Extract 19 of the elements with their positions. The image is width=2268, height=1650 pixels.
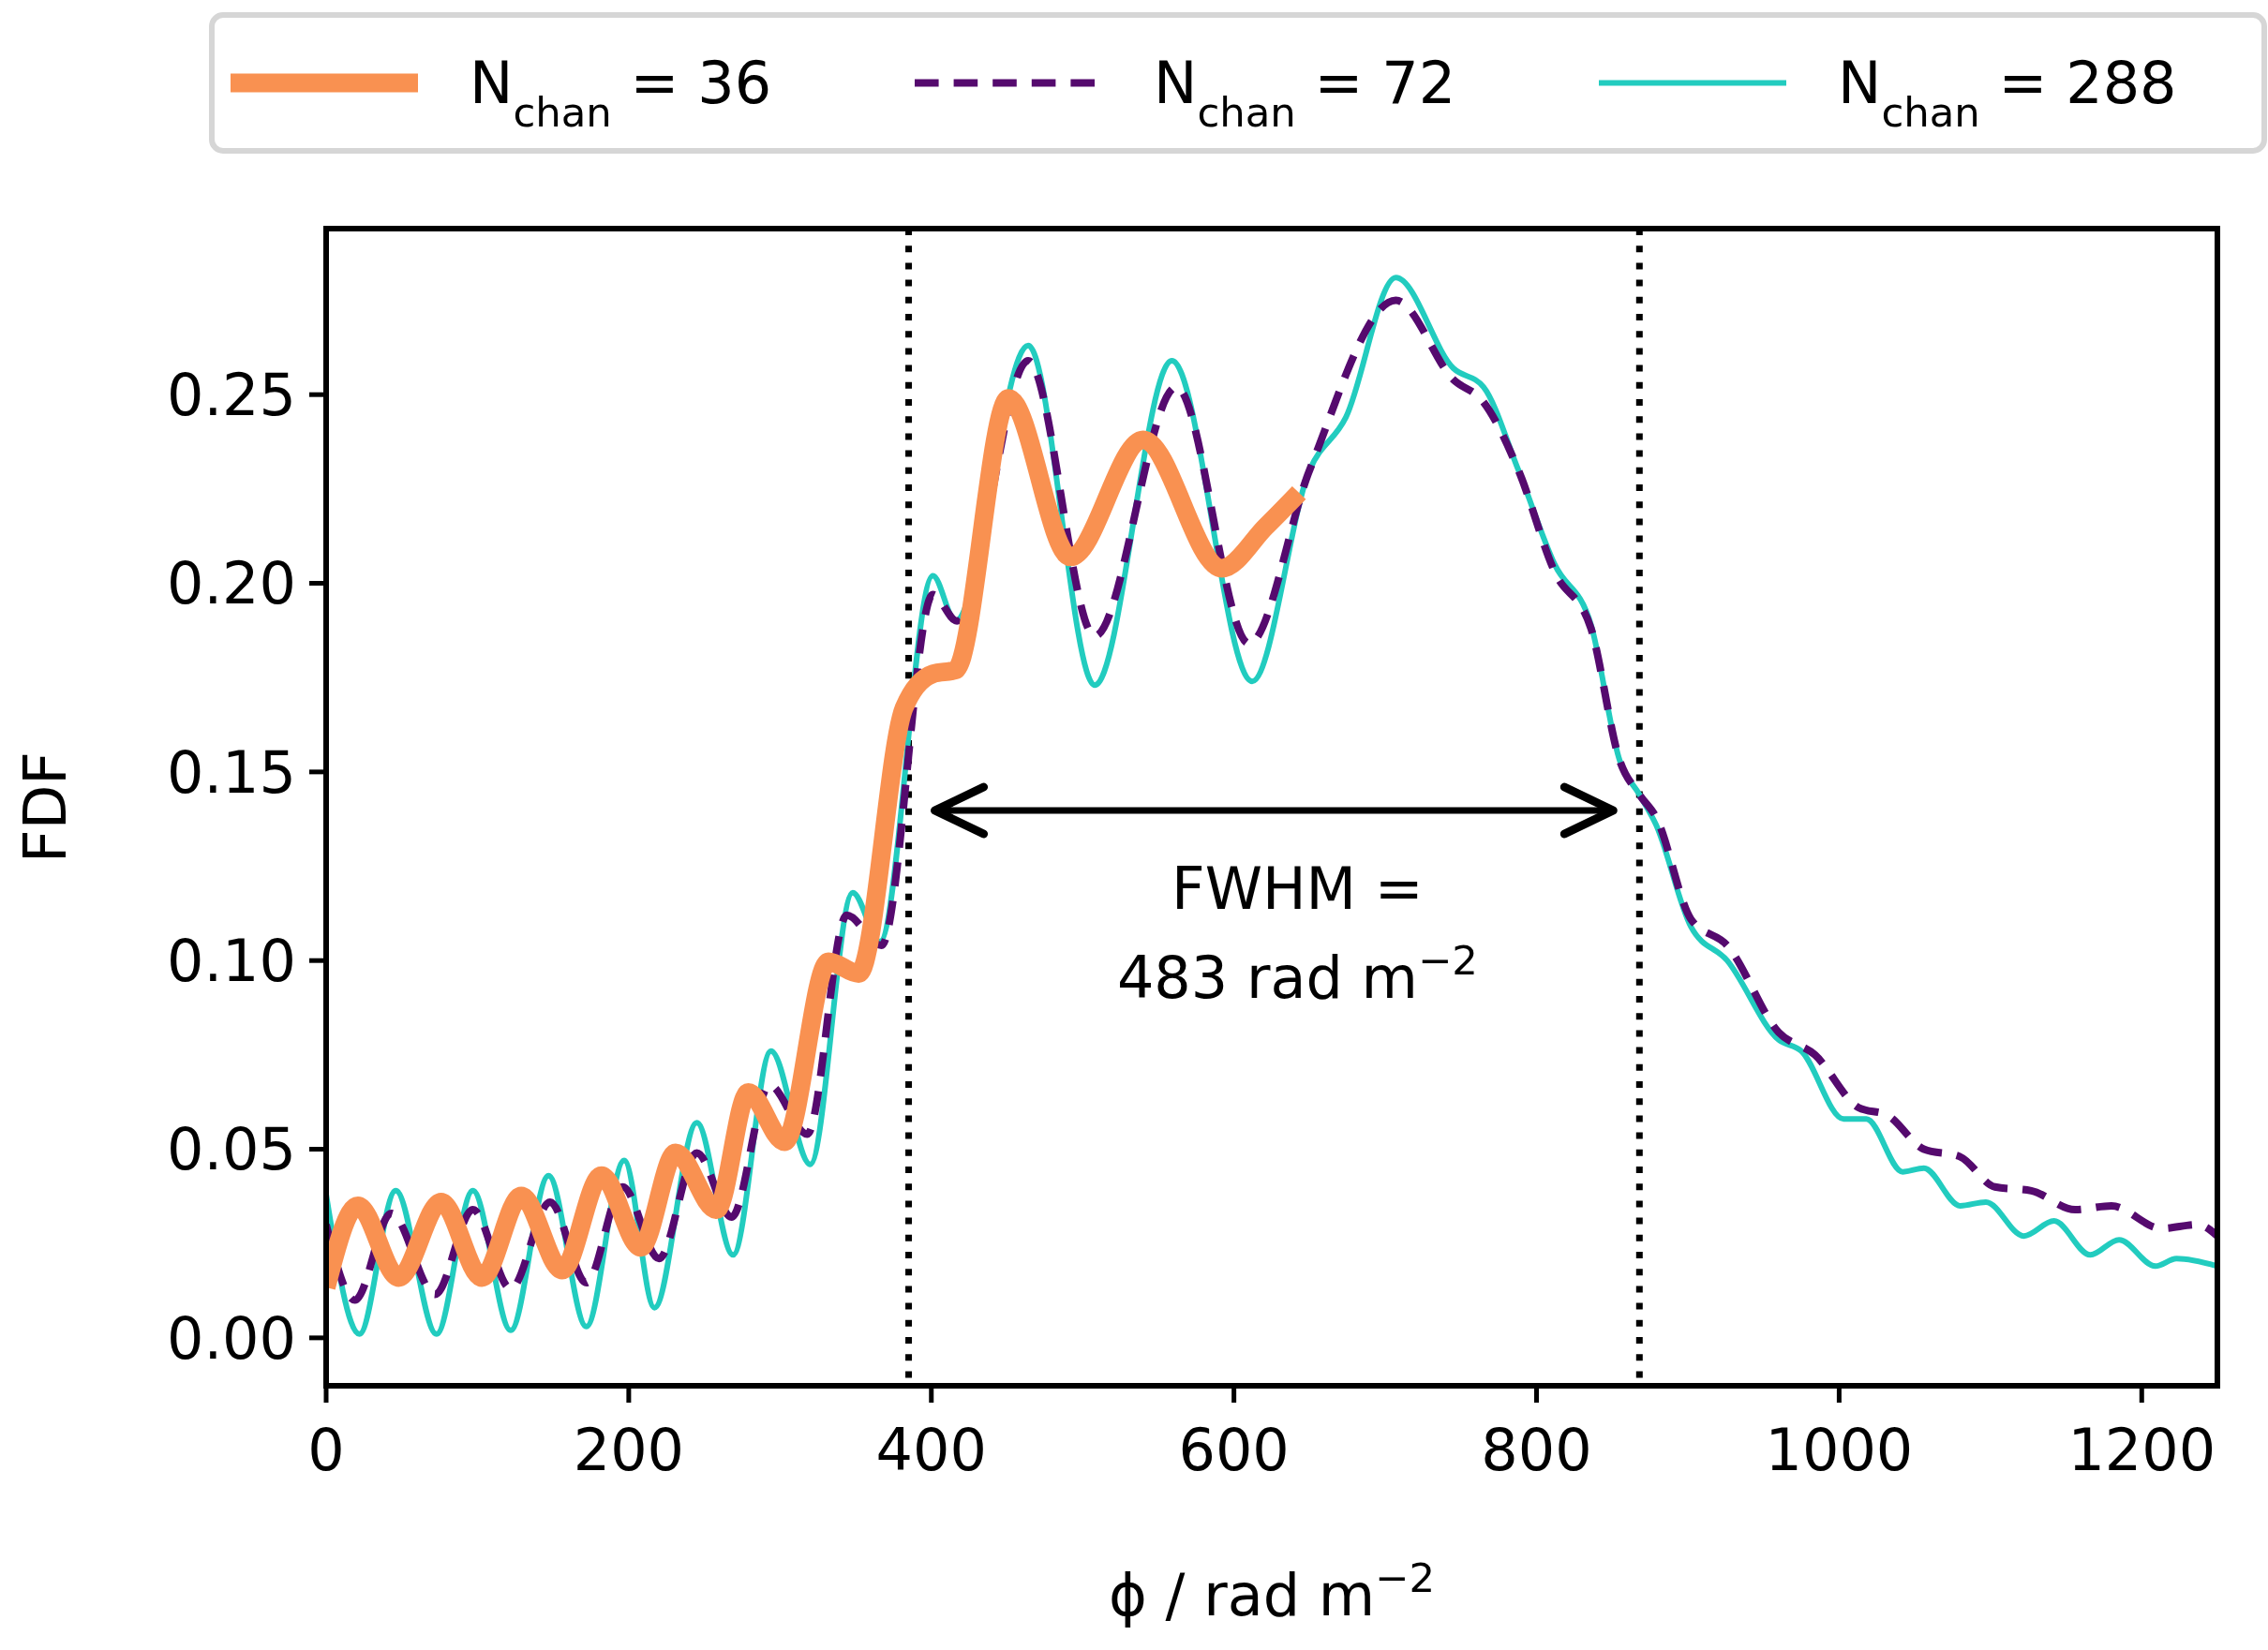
x-tick-label: 0 xyxy=(307,1416,345,1484)
x-axis-title: ϕ / rad m$^{−2}$ xyxy=(1108,1554,1436,1629)
legend-label: N$_{chan}$ = 72 xyxy=(1154,49,1456,137)
x-tick-label: 600 xyxy=(1178,1416,1290,1484)
x-tick-label: 1000 xyxy=(1765,1416,1914,1484)
x-tick-label: 400 xyxy=(875,1416,987,1484)
legend-label: N$_{chan}$ = 36 xyxy=(470,49,772,137)
x-tick-label: 200 xyxy=(573,1416,685,1484)
annotation: FWHM = 483 rad m$^{−2}$ xyxy=(1116,855,1478,1012)
y-tick-label: 0.10 xyxy=(166,926,296,995)
x-tick-label: 800 xyxy=(1481,1416,1592,1484)
legend-label: N$_{chan}$ = 288 xyxy=(1838,49,2177,137)
y-tick-label: 0.20 xyxy=(166,549,296,618)
y-tick-label: 0.15 xyxy=(166,737,296,807)
y-axis-title: FDF xyxy=(11,751,80,864)
y-tick-label: 0.25 xyxy=(166,360,296,429)
y-tick-label: 0.00 xyxy=(166,1303,296,1373)
x-tick-label: 1200 xyxy=(2067,1416,2216,1484)
y-tick-label: 0.05 xyxy=(166,1115,296,1184)
